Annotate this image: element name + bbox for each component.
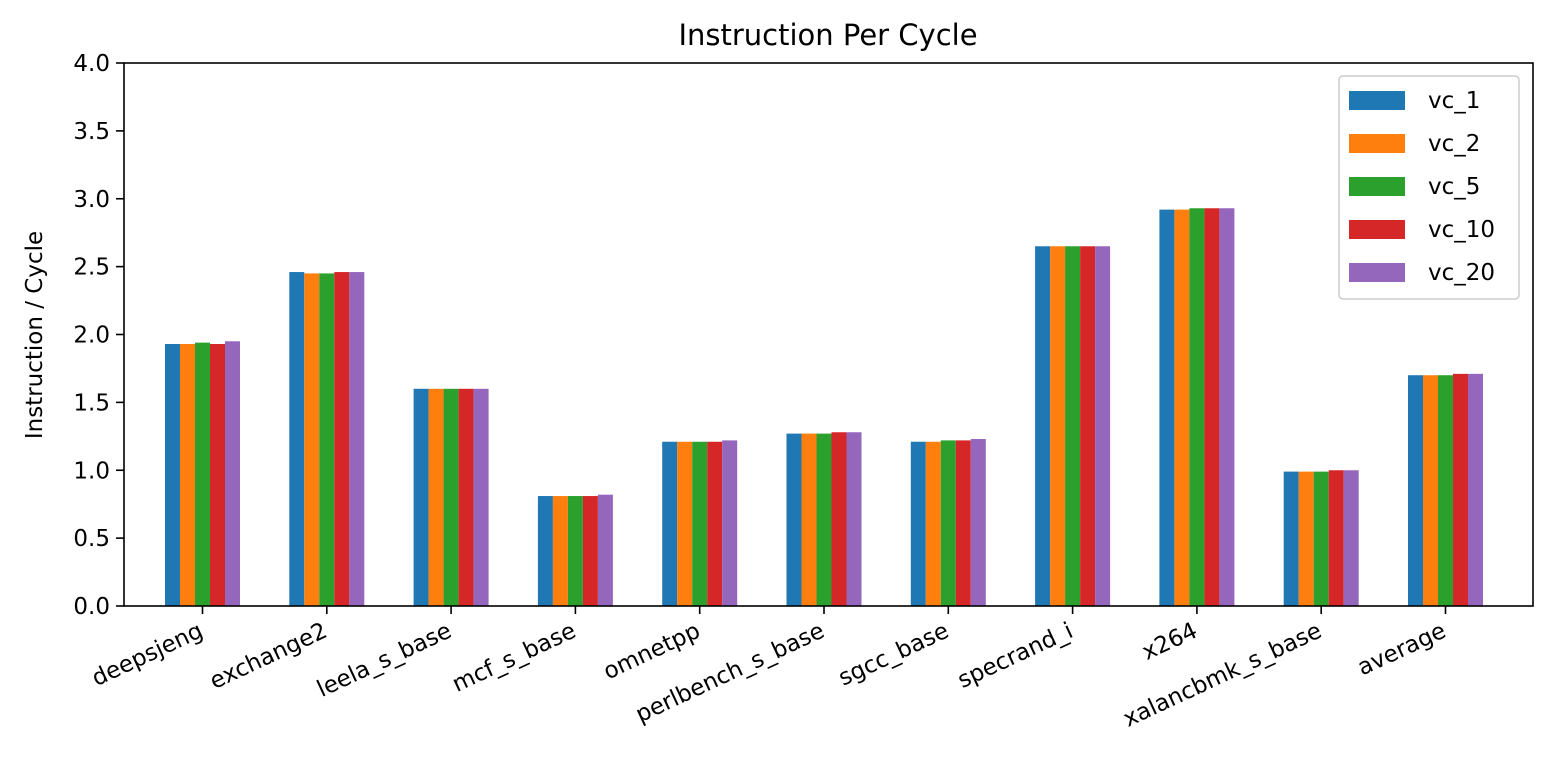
x-tick-label: mcf_s_base [448, 618, 579, 698]
bar [910, 441, 926, 606]
x-tick-label: specrand_i [954, 618, 1077, 694]
bar [289, 272, 305, 606]
legend-label: vc_20 [1428, 260, 1495, 286]
bar [1408, 375, 1423, 606]
bar [940, 440, 956, 606]
bar [925, 441, 941, 606]
x-tick-label: sgcc_base [835, 618, 953, 692]
bar [955, 440, 971, 606]
legend-label: vc_5 [1428, 174, 1480, 200]
y-tick-label: 2.5 [73, 255, 110, 281]
x-tick-label: xalancbmk_s_base [1119, 618, 1325, 733]
y-axis-label: Instruction / Cycle [22, 231, 48, 439]
bar [786, 433, 802, 606]
bar [304, 273, 320, 606]
bar [1468, 373, 1483, 606]
bar [195, 342, 210, 606]
x-tick-label: omnetpp [600, 618, 705, 685]
x-tick-label: exchange2 [206, 618, 331, 695]
y-tick-label: 4.0 [73, 51, 110, 77]
bar [1453, 373, 1468, 606]
bar [707, 441, 723, 606]
x-tick-label: deepsjeng [88, 618, 207, 692]
legend-swatch [1349, 134, 1405, 153]
bar [1080, 246, 1096, 606]
legend-swatch [1349, 220, 1405, 239]
y-tick-label: 2.0 [73, 323, 110, 349]
x-tick-label: x264 [1138, 618, 1201, 666]
bar [225, 341, 240, 606]
bar [1204, 208, 1220, 606]
bar [692, 441, 708, 606]
bar [349, 272, 365, 606]
bar [662, 441, 678, 606]
y-tick-label: 0.5 [73, 526, 110, 552]
bar [443, 388, 459, 606]
y-tick-label: 1.0 [73, 458, 110, 484]
legend-frame [1338, 75, 1520, 300]
legend-label: vc_10 [1428, 217, 1495, 243]
axis-ticks: 0.0 0.5 1.0 1.5 2.0 2.5 3.0 3.5 4.0 deepsjengexch… [73, 51, 1450, 733]
bar [677, 441, 693, 606]
legend-label: vc_2 [1428, 131, 1480, 157]
chart-title: Instruction Per Cycle [678, 18, 977, 52]
bar [1343, 470, 1359, 606]
bar [473, 388, 489, 606]
y-tick-label: 3.5 [73, 119, 110, 145]
bar [1298, 471, 1314, 606]
bar [1328, 470, 1344, 606]
legend-swatch [1349, 177, 1405, 196]
legend-label: vc_1 [1428, 88, 1480, 114]
legend-swatch [1349, 91, 1405, 110]
y-tick-label: 0.0 [73, 594, 110, 620]
bar [582, 496, 598, 606]
bar [801, 433, 817, 606]
bar [1438, 375, 1453, 606]
bar [1065, 246, 1081, 606]
legend-swatch [1349, 263, 1405, 282]
bar [210, 344, 225, 606]
bar [1035, 246, 1051, 606]
bar [1159, 209, 1175, 607]
bar [567, 496, 583, 606]
bar [180, 344, 195, 606]
bar [970, 439, 986, 606]
bar [428, 388, 444, 606]
bar [1219, 208, 1235, 606]
y-tick-label: 1.5 [73, 390, 110, 416]
x-tick-label: average [1354, 618, 1450, 681]
bar [1174, 209, 1190, 607]
bar [1283, 471, 1299, 606]
bar [816, 433, 832, 606]
bar [1313, 471, 1329, 606]
bar [334, 272, 350, 606]
bar [1050, 246, 1066, 606]
bar [1423, 375, 1438, 606]
x-tick-label: leela_s_base [313, 618, 455, 703]
bar [597, 494, 613, 606]
bar [1095, 246, 1111, 606]
bar [1189, 208, 1205, 606]
plot-frame [123, 62, 1534, 607]
y-tick-label: 3.0 [73, 187, 110, 213]
bar [165, 344, 180, 606]
bar [537, 496, 553, 606]
legend: vc_1 vc_2 vc_5 vc_10 vc_20 [1338, 75, 1520, 300]
bar [413, 388, 429, 606]
bar [831, 432, 847, 606]
bars [165, 208, 1483, 607]
bar [846, 432, 862, 606]
bar [319, 273, 335, 606]
bar [458, 388, 474, 606]
bar [722, 440, 738, 606]
bar [552, 496, 568, 606]
